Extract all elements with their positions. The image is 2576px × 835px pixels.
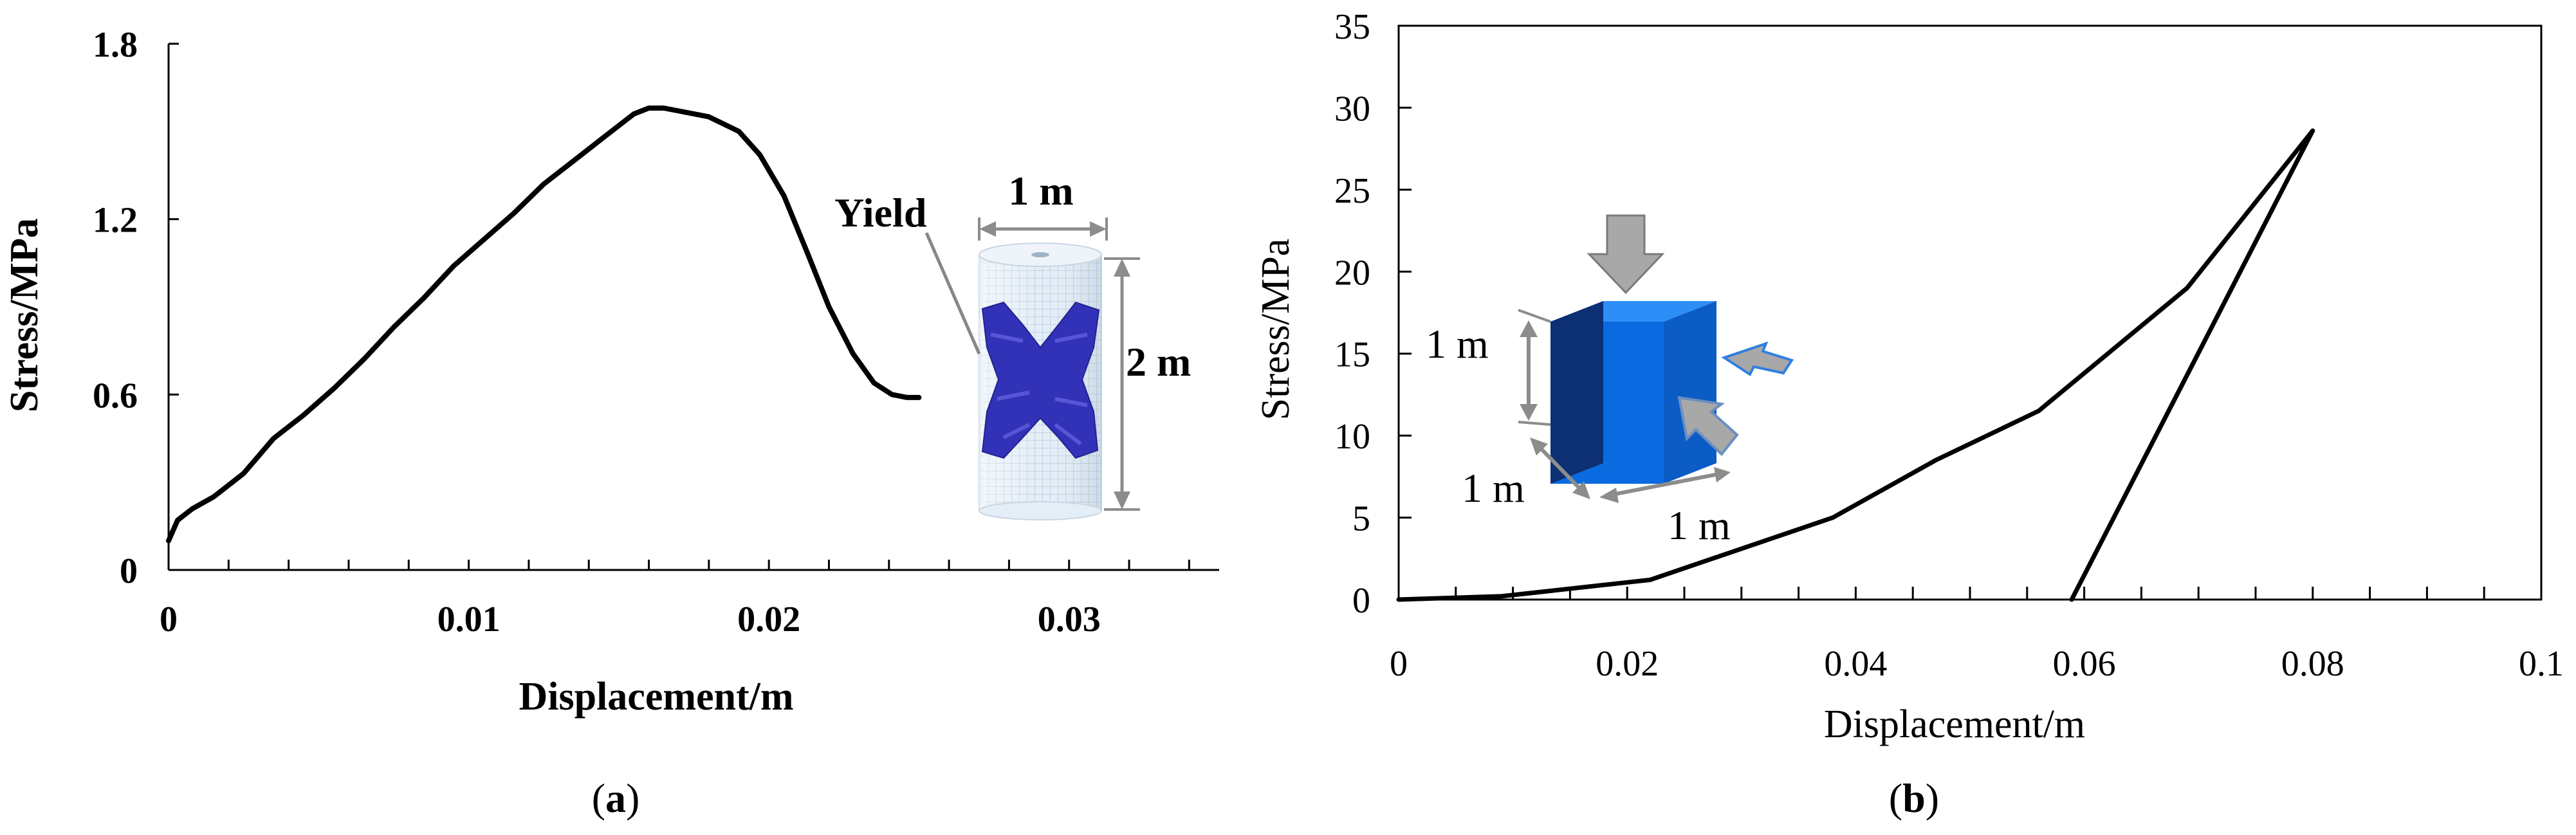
panel-a-x-tick-labels: 0 0.01 0.02 0.03 (160, 600, 1101, 639)
cube-width-label: 1 m (1668, 502, 1731, 548)
x-tick-label: 0.08 (2281, 644, 2344, 684)
panel-b-axis-ticks (1397, 24, 2543, 601)
y-tick-label: 20 (1334, 253, 1370, 293)
yield-label: Yield (834, 190, 926, 235)
x-tick-label: 0.1 (2519, 644, 2564, 684)
panel-a-series-line (166, 106, 922, 544)
panel-a-axis-ticks (167, 42, 1190, 571)
x-tick-label: 0.04 (1824, 644, 1887, 684)
x-tick-label: 0.02 (737, 600, 800, 639)
cylinder-specimen-inset: Yield 1 m 2 m (834, 168, 1191, 520)
panel-b-y-axis-title: Stress/MPa (1254, 239, 1298, 420)
x-tick-label: 0.03 (1038, 600, 1101, 639)
y-tick-label: 1.8 (93, 25, 138, 65)
width-dimension-label: 1 m (1008, 168, 1073, 214)
y-tick-label: 0 (1352, 581, 1370, 621)
cube-specimen-inset: 1 m 1 m 1 m (1426, 214, 1794, 548)
cube-depth-label: 1 m (1462, 465, 1525, 511)
load-arrow-top (1587, 214, 1665, 295)
panel-a-caption: (a) (592, 775, 640, 821)
cube-width-dimension-arrow (1608, 472, 1722, 497)
height-dimension-label: 2 m (1126, 339, 1191, 385)
panel-b-caption-letter: b (1902, 775, 1926, 821)
y-tick-label: 25 (1334, 171, 1370, 211)
chart-panel-b: 0 5 10 15 20 25 30 35 0 0.02 0.04 0.06 0.08 0.1 Disp… (1254, 7, 2564, 821)
y-tick-label: 30 (1334, 89, 1370, 129)
y-tick-label: 15 (1334, 335, 1370, 375)
cube-side-face (1550, 301, 1603, 484)
x-tick-label: 0.01 (437, 600, 501, 639)
yield-pointer (925, 232, 981, 354)
y-tick-label: 35 (1334, 7, 1370, 47)
panel-a-y-axis-title: Stress/MPa (3, 218, 46, 412)
panel-b-x-axis-title: Displacement/m (1824, 702, 2085, 746)
cube-height-label: 1 m (1426, 321, 1489, 367)
x-tick-label: 0.06 (2053, 644, 2116, 684)
x-tick-label: 0 (160, 600, 178, 639)
y-tick-label: 1.2 (93, 201, 138, 241)
panel-b-y-tick-labels: 0 5 10 15 20 25 30 35 (1334, 7, 1370, 621)
panel-b-plot-frame (1397, 24, 2543, 601)
cube-depth-dimension-arrow (1534, 442, 1586, 495)
yield-zone-shape (981, 301, 1100, 459)
x-tick-label: 0 (1390, 644, 1408, 684)
y-tick-label: 10 (1334, 417, 1370, 457)
y-tick-label: 5 (1352, 499, 1370, 539)
panel-a-caption-letter: a (605, 775, 626, 821)
load-arrow-side (1721, 341, 1794, 376)
y-tick-label: 0.6 (93, 376, 138, 416)
y-tick-label: 0 (120, 551, 138, 591)
panel-b-x-tick-labels: 0 0.02 0.04 0.06 0.08 0.1 (1390, 644, 2564, 684)
chart-panel-a: 00.61.21.8 0 0.01 0.02 0.03 Displacement/m … (3, 25, 1219, 821)
panel-b-caption: (b) (1889, 775, 1939, 821)
load-arrow-front (1677, 396, 1739, 456)
panel-a-y-tick-labels: 0 0.6 1.2 1.8 (93, 25, 138, 591)
x-tick-label: 0.02 (1596, 644, 1659, 684)
panel-b-series-line (1396, 128, 2315, 602)
panel-a-x-axis-title: Displacement/m (519, 675, 793, 719)
